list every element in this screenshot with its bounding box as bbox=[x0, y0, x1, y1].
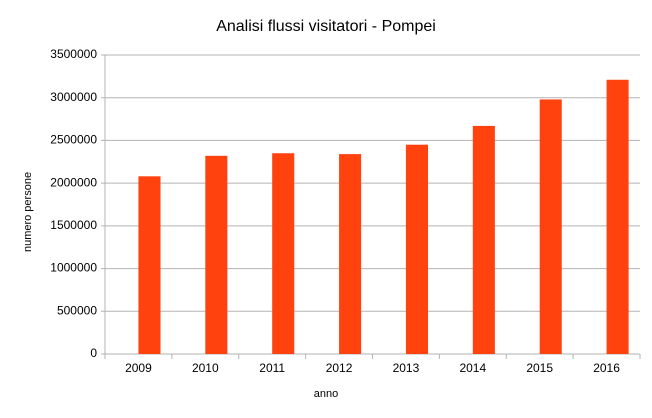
x-tick-label: 2015 bbox=[526, 361, 553, 375]
y-tick-label: 0 bbox=[90, 346, 97, 360]
chart-title: Analisi flussi visitatori - Pompei bbox=[216, 18, 436, 35]
bar bbox=[138, 176, 161, 354]
bar bbox=[472, 125, 495, 354]
x-tick-label: 2009 bbox=[125, 361, 152, 375]
x-tick-label: 2016 bbox=[593, 361, 620, 375]
x-tick-label: 2011 bbox=[259, 361, 285, 375]
y-tick-label: 2500000 bbox=[50, 133, 97, 147]
x-tick-label: 2012 bbox=[326, 361, 353, 375]
bar bbox=[539, 99, 562, 355]
y-tick-label: 1500000 bbox=[50, 218, 97, 232]
y-tick-label: 3500000 bbox=[50, 47, 97, 61]
bar bbox=[205, 155, 228, 354]
bar bbox=[272, 153, 295, 354]
bar bbox=[405, 144, 429, 354]
y-tick-label: 3000000 bbox=[50, 90, 97, 104]
x-axis-label: anno bbox=[314, 388, 338, 400]
y-axis-label: numero persone bbox=[22, 172, 34, 252]
x-tick-label: 2014 bbox=[459, 361, 486, 375]
y-tick-label: 1000000 bbox=[50, 261, 97, 275]
y-tick-label: 2000000 bbox=[50, 175, 97, 189]
bar bbox=[606, 79, 629, 354]
x-tick-label: 2010 bbox=[192, 361, 219, 375]
bar bbox=[339, 154, 362, 354]
y-tick-label: 500000 bbox=[57, 303, 97, 317]
x-tick-label: 2013 bbox=[393, 361, 420, 375]
